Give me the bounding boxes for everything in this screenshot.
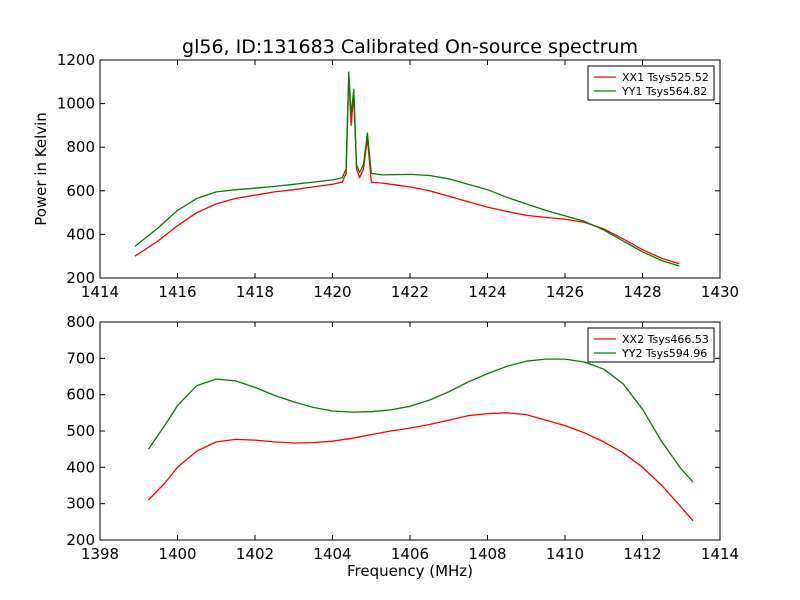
legend-entry-1: XX1 Tsys525.52 xyxy=(622,71,709,84)
x-tick-label: 1414 xyxy=(81,283,119,301)
x-tick-label: 1424 xyxy=(468,283,506,301)
y-tick-label: 500 xyxy=(66,422,95,440)
x-tick-label: 1410 xyxy=(546,545,584,563)
chart-panel-2: 1398 1400 1402 1404 1406 1408 1410 1412 1414 200 3… xyxy=(66,313,739,580)
y-tick-label: 400 xyxy=(66,458,95,476)
x-tick-label: 1402 xyxy=(236,545,274,563)
x-tick-label: 1412 xyxy=(623,545,661,563)
y-tick-label: 600 xyxy=(66,182,95,200)
series-line-1 xyxy=(134,74,680,265)
y-tick-label: 800 xyxy=(66,313,95,331)
x-tick-label: 1428 xyxy=(623,283,661,301)
x-axis-label: Frequency (MHz) xyxy=(347,562,473,580)
legend-entry-2: YY1 Tsys564.82 xyxy=(621,85,707,98)
x-tick-label: 1416 xyxy=(158,283,196,301)
figure-title: gl56, ID:131683 Calibrated On-source spe… xyxy=(182,36,638,58)
y-tick-label: 200 xyxy=(66,269,95,287)
x-tick-label: 1422 xyxy=(391,283,429,301)
y-axis-label: Power in Kelvin xyxy=(32,112,50,226)
y-tick-label: 200 xyxy=(66,531,95,549)
x-tick-label: 1400 xyxy=(158,545,196,563)
x-tick-label: 1414 xyxy=(701,545,739,563)
series-line-2 xyxy=(134,71,680,267)
series-line-1 xyxy=(147,412,694,522)
legend-box xyxy=(587,65,715,101)
y-tick-label: 400 xyxy=(66,225,95,243)
y-tick-label: 600 xyxy=(66,386,95,404)
legend-box xyxy=(587,327,715,363)
x-tick-label: 1426 xyxy=(546,283,584,301)
x-tick-label: 1430 xyxy=(701,283,739,301)
x-tick-label: 1408 xyxy=(468,545,506,563)
x-tick-label: 1404 xyxy=(313,545,351,563)
y-tick-label: 1200 xyxy=(57,51,95,69)
y-tick-label: 800 xyxy=(66,138,95,156)
y-tick-label: 700 xyxy=(66,349,95,367)
series-line-2 xyxy=(147,358,694,483)
x-tick-label: 1406 xyxy=(391,545,429,563)
x-tick-label: 1398 xyxy=(81,545,119,563)
chart-panel-1: 1414 1416 1418 1420 1422 1424 1426 1428 1430 200 4… xyxy=(32,51,739,301)
x-tick-label: 1420 xyxy=(313,283,351,301)
legend-entry-1: XX2 Tsys466.53 xyxy=(622,333,709,346)
legend-entry-2: YY2 Tsys594.96 xyxy=(621,347,707,360)
y-tick-label: 1000 xyxy=(57,95,95,113)
y-tick-label: 300 xyxy=(66,495,95,513)
x-tick-label: 1418 xyxy=(236,283,274,301)
